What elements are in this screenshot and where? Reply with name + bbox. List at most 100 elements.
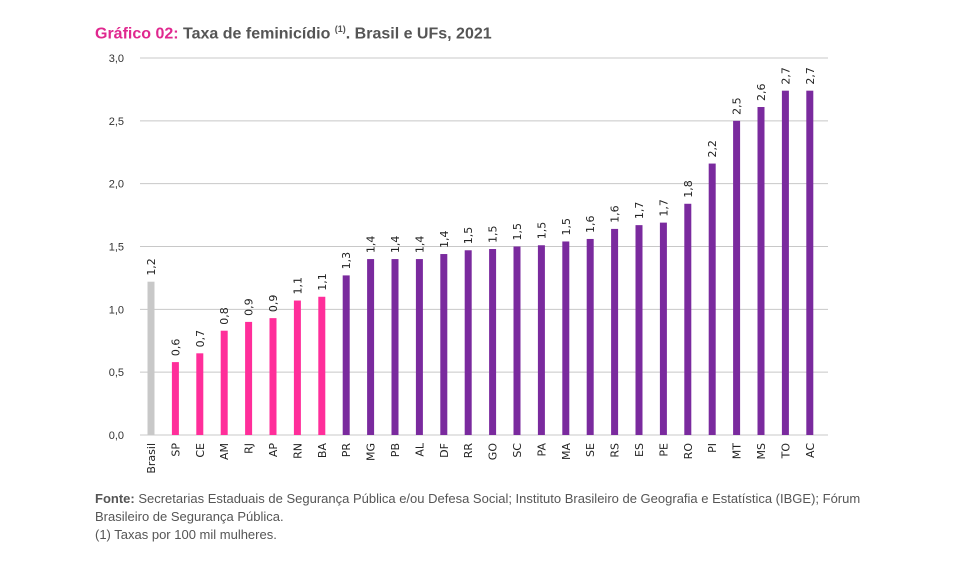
value-label: 0,9 [243,298,256,316]
value-label: 1,4 [389,236,402,254]
category-label: DF [438,443,451,458]
bar-pe [659,222,667,435]
value-label: 1,1 [316,273,329,291]
bar-df [440,254,448,435]
value-label: 1,7 [633,202,646,220]
category-label: RN [291,443,304,459]
category-label: PI [706,443,719,453]
bar-ac [806,90,814,435]
bar-sc [513,246,521,435]
category-label: PB [389,443,402,457]
value-label: 1,8 [682,180,695,198]
value-label: 1,7 [657,199,670,217]
value-label: 1,3 [340,252,353,270]
category-label: RR [462,443,475,459]
category-label: AL [413,442,426,457]
value-label: 2,2 [706,140,719,158]
value-label: 1,5 [511,223,524,241]
category-label: ES [633,443,646,457]
y-tick-label: 1,5 [109,242,124,254]
category-label: PA [535,443,548,457]
value-labels: 1,2 0,6 0,7 0,8 0,9 0,9 1,1 1,1 1,3 1,4 1,4 1,4 1,4 1… [145,67,817,356]
y-tick-label: 0,0 [109,430,124,442]
bar-pr [342,275,350,435]
bar-pa [537,245,545,435]
category-label: RS [609,443,622,458]
category-label: AC [804,443,817,458]
value-label: 1,5 [487,226,500,244]
category-label: PE [657,443,670,457]
value-label: 2,5 [731,97,744,115]
chart-title-text: Taxa de feminicídio [178,25,335,43]
value-label: 1,5 [535,222,548,240]
value-label: 1,4 [438,231,451,249]
value-label: 0,8 [218,307,231,325]
value-label: 1,5 [560,218,573,236]
value-label: 2,7 [779,67,792,85]
category-label: MG [365,443,378,461]
category-label: TO [779,443,792,460]
bar-rj [245,321,253,435]
value-label: 2,6 [755,84,768,102]
source-note: Fonte: Secretarias Estaduais de Seguranç… [95,490,915,544]
chart-title-prefix: Gráfico 02: [95,25,179,43]
category-label: RJ [243,443,256,454]
bars [147,90,814,435]
y-tick-label: 3,0 [109,53,124,65]
grid-lines [140,57,828,436]
bar-ap [269,318,277,435]
category-label: GO [487,443,500,461]
y-tick-label: 1,0 [109,304,124,316]
y-tick-label: 2,5 [109,116,124,128]
bar-mt [733,120,741,435]
value-label: 1,4 [365,236,378,254]
bar-ms [757,107,765,435]
source-line: Fonte: Secretarias Estaduais de Seguranç… [95,490,915,526]
bar-rn [293,300,301,435]
category-label: BA [316,443,329,459]
bar-ro [684,203,692,435]
category-label: AM [218,443,231,460]
source-label: Fonte: [95,491,135,506]
bar-am [220,330,228,435]
source-text: Secretarias Estaduais de Segurança Públi… [95,491,861,524]
value-label: 0,9 [267,295,280,313]
bar-go [489,249,497,435]
bar-es [635,225,643,435]
value-label: 1,6 [584,215,597,233]
bar-ce [196,353,204,435]
bar-chart: 0,0 0,5 1,0 1,5 2,0 2,5 3,0 1,2 0,6 0,7 0,8 0,9 0,9… [109,53,828,474]
value-label: 0,6 [169,339,182,357]
value-label: 1,5 [462,227,475,245]
bar-to [781,90,789,435]
value-label: 0,7 [194,330,207,348]
category-label: CE [194,443,207,458]
y-tick-label: 2,0 [109,179,124,191]
chart-title: Gráfico 02: Taxa de feminicídio (1). Bra… [95,24,492,43]
bar-al [415,259,423,435]
bar-ba [318,296,326,435]
bar-ma [562,241,570,435]
category-label: SC [511,443,524,458]
chart-title-suffix: . Brasil e UFs, 2021 [345,25,492,43]
chart-title-footnote-mark: (1) [334,24,346,34]
y-tick-label: 0,5 [109,367,124,379]
value-label: 1,2 [145,258,158,276]
bar-mg [367,259,375,435]
category-label: Brasil [145,443,158,474]
value-label: 1,1 [291,277,304,295]
bar-brasil [147,281,155,435]
category-labels: Brasil SP CE AM RJ AP RN BA PR MG PB AL DF RR GO SC PA MA… [145,442,817,474]
category-label: MT [731,443,744,459]
footnote: (1) Taxas por 100 mil mulheres. [95,527,277,542]
value-label: 1,6 [609,205,622,223]
bar-pb [391,259,399,435]
category-label: SP [169,443,182,457]
bar-rs [611,228,619,435]
category-label: AP [267,443,280,458]
category-label: MA [560,443,573,460]
bar-se [586,238,594,435]
category-label: SE [584,443,597,457]
value-label: 1,4 [413,236,426,254]
category-label: MS [755,443,768,459]
